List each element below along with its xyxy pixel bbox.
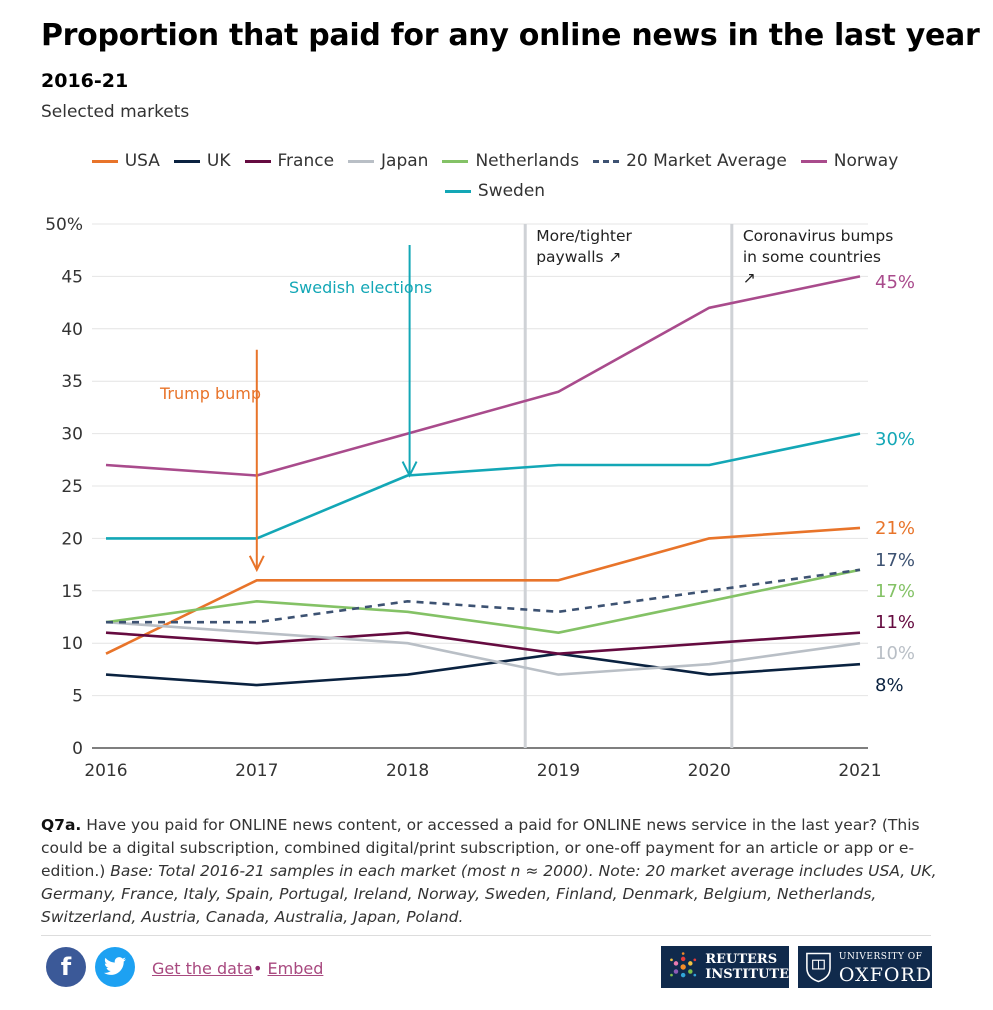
legend: USA UK France Japan Netherlands 20 Marke…	[80, 146, 910, 206]
legend-label: UK	[206, 151, 231, 171]
base-text: Base: Total 2016-21 samples in each mark…	[41, 862, 937, 926]
coronavirus-annotation-text: Coronavirus bumps	[743, 227, 894, 245]
trump-arrow-head	[248, 555, 265, 573]
link-separator: •	[252, 959, 263, 978]
legend-swatch	[800, 159, 827, 163]
series-line-usa	[105, 526, 861, 655]
legend-item-france: France	[244, 146, 335, 176]
question-note: Q7a. Have you paid for ONLINE news conte…	[41, 814, 941, 929]
legend-swatch	[173, 159, 200, 163]
coronavirus-annotation-text: in some countries	[743, 248, 881, 266]
x-tick-label: 2018	[386, 761, 429, 781]
oxford-crest-icon	[806, 952, 831, 983]
end-label-france: 11%	[875, 612, 915, 633]
swedish-elections-annotation: Swedish elections	[289, 278, 432, 297]
legend-swatch	[442, 159, 469, 163]
reuters-institute-logo[interactable]: REUTERS INSTITUTE	[661, 946, 789, 988]
legend-swatch	[244, 159, 271, 163]
legend-row-1: USA UK France Japan Netherlands 20 Marke…	[80, 146, 910, 176]
legend-label: USA	[124, 151, 160, 171]
reuters-dots-icon	[670, 952, 697, 978]
end-label-norway: 45%	[875, 272, 915, 293]
end-label-netherlands: 17%	[875, 581, 915, 602]
y-tick-label: 20	[61, 529, 83, 549]
paywalls-annotation-text: paywalls ↗	[536, 248, 621, 266]
end-label-sweden: 30%	[875, 429, 915, 450]
oxford-logo-line2: OXFORD	[838, 963, 932, 986]
facebook-share-button[interactable]: f	[46, 947, 86, 987]
y-tick-label: 45	[61, 267, 83, 287]
x-tick-label: 2019	[537, 761, 580, 781]
x-tick-label: 2020	[688, 761, 731, 781]
y-tick-label: 25	[61, 477, 83, 497]
paywalls-annotation-text: More/tighter	[536, 227, 632, 245]
legend-item-average: 20 Market Average	[593, 146, 787, 176]
swedish-arrow-head	[401, 461, 418, 478]
trump-bump-annotation: Trump bump	[159, 384, 261, 403]
legend-label: Sweden	[477, 181, 546, 201]
legend-label: 20 Market Average	[626, 151, 787, 171]
legend-swatch	[91, 159, 118, 163]
series-line-japan	[105, 620, 861, 676]
reuters-logo-line2: INSTITUTE	[705, 967, 789, 982]
x-tick-label: 2021	[838, 761, 881, 781]
twitter-bird-icon	[104, 957, 126, 975]
y-tick-label: 50%	[45, 215, 83, 235]
y-tick-label: 30	[61, 425, 83, 445]
end-label-uk: 8%	[875, 675, 904, 696]
legend-item-norway: Norway	[800, 146, 899, 176]
oxford-logo-line1: UNIVERSITY OF	[838, 951, 923, 962]
end-label-20-market-average: 17%	[875, 550, 915, 571]
x-tick-label: 2016	[84, 761, 127, 781]
facebook-icon: f	[60, 953, 72, 981]
legend-swatch	[444, 189, 471, 193]
legend-row-2: Sweden	[80, 176, 910, 206]
question-text: Have you paid for ONLINE news content, o…	[41, 816, 920, 880]
y-tick-label: 5	[72, 687, 83, 707]
legend-label: France	[277, 151, 335, 171]
twitter-share-button[interactable]	[95, 947, 135, 987]
series-line-netherlands	[105, 568, 861, 635]
end-label-usa: 21%	[875, 518, 915, 539]
reuters-logo-line1: REUTERS	[705, 952, 778, 967]
legend-swatch	[593, 159, 620, 163]
series-line-france	[105, 631, 861, 656]
embed-link[interactable]: Embed	[267, 959, 324, 978]
series-line-20-market-average	[106, 568, 861, 624]
get-the-data-link[interactable]: Get the data	[152, 959, 253, 978]
y-tick-label: 15	[61, 582, 83, 602]
footer-links: Get the data• Embed	[152, 959, 323, 978]
end-label-japan: 10%	[875, 643, 915, 664]
chart-subtitle: 2016-21	[41, 70, 129, 92]
series-line-sweden	[106, 432, 861, 540]
x-tick-label: 2017	[235, 761, 278, 781]
coronavirus-annotation-text: ↗	[743, 269, 756, 287]
legend-item-netherlands: Netherlands	[442, 146, 579, 176]
y-tick-label: 10	[61, 634, 83, 654]
legend-item-sweden: Sweden	[444, 176, 546, 206]
series-line-norway	[105, 275, 861, 477]
chart-caption: Selected markets	[41, 102, 190, 122]
y-tick-label: 40	[61, 320, 83, 340]
chart-title: Proportion that paid for any online news…	[41, 18, 980, 53]
y-tick-label: 0	[72, 739, 83, 759]
legend-item-japan: Japan	[348, 146, 428, 176]
line-chart: 0 5 10 15 20 25 30 35 40 45 50% 2016 2017 2018 2019 202…	[45, 215, 915, 781]
legend-label: Netherlands	[475, 151, 580, 171]
footer-divider	[41, 935, 931, 936]
legend-item-uk: UK	[173, 146, 231, 176]
series-line-uk	[105, 652, 861, 687]
question-label: Q7a.	[41, 816, 82, 834]
legend-swatch	[348, 159, 375, 163]
legend-item-usa: USA	[91, 146, 160, 176]
legend-label: Japan	[381, 151, 429, 171]
legend-label: Norway	[833, 151, 899, 171]
university-of-oxford-logo[interactable]: UNIVERSITY OF OXFORD	[798, 946, 932, 988]
y-tick-label: 35	[61, 372, 83, 392]
